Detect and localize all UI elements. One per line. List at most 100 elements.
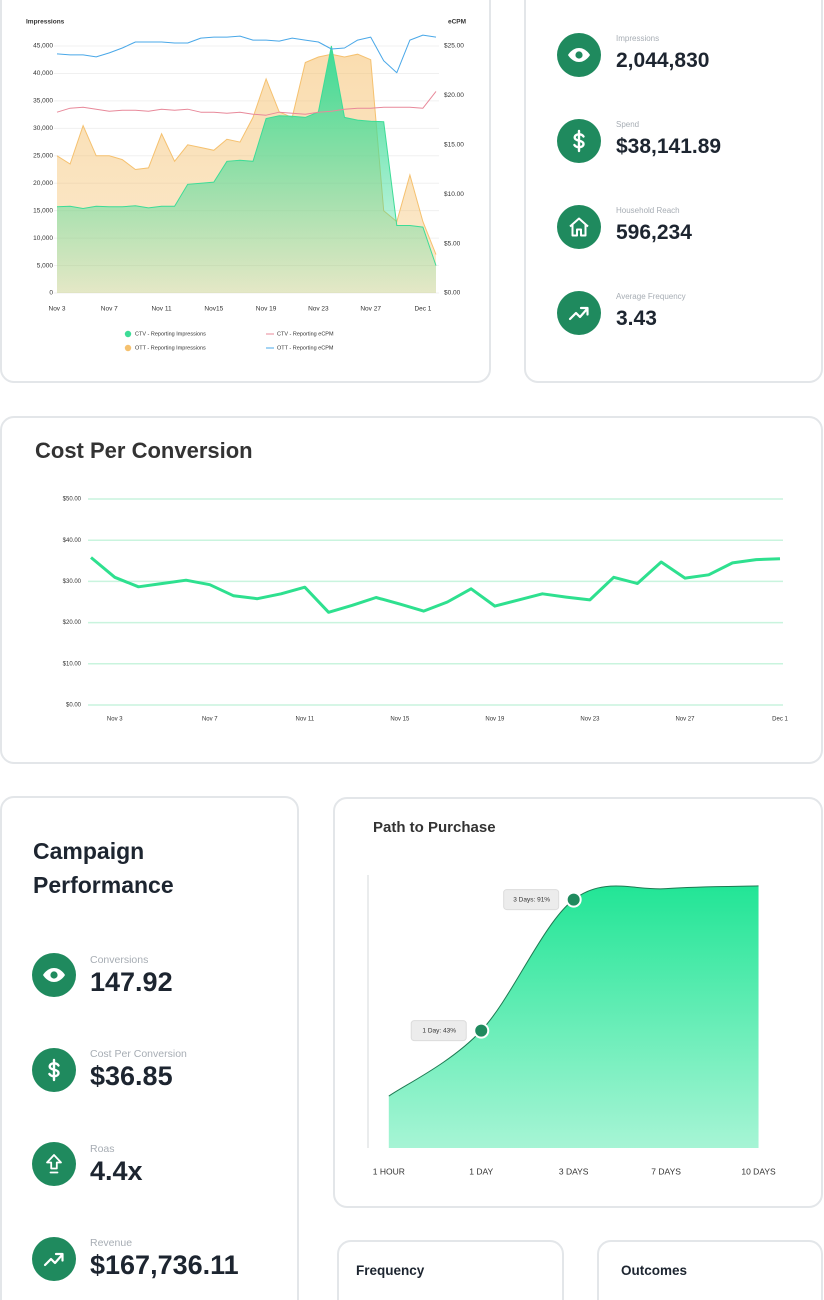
legend-label: CTV - Reporting Impressions: [135, 331, 206, 337]
legend-marker: [124, 344, 132, 352]
y-tick-label: 30,000: [33, 125, 53, 132]
x-tick-label: Nov 23: [308, 306, 329, 313]
x-tick-label: Nov 11: [151, 306, 171, 313]
x-tick-label: Nov 3: [107, 717, 123, 723]
x-tick-label: 1 HOUR: [373, 1166, 405, 1176]
y-tick-label: 0: [49, 290, 53, 297]
kpi-value: $167,736.11: [90, 1250, 239, 1280]
kpi-value: $36.85: [90, 1061, 173, 1091]
line: [56, 91, 437, 116]
trend-icon: [32, 1237, 76, 1281]
y2-tick-label: $5.00: [444, 240, 461, 247]
y-tick-label: 40,000: [33, 70, 53, 77]
kpi-label: Spend: [616, 120, 640, 129]
kpi-value: 596,234: [616, 221, 692, 244]
kpi-label: Conversions: [90, 954, 149, 966]
dollar-icon: [557, 119, 601, 163]
eye-icon: [32, 953, 76, 997]
kpi-value: 147.92: [90, 967, 173, 997]
kpi-value: $38,141.89: [616, 135, 722, 158]
y2-tick-label: $0.00: [444, 290, 461, 297]
y-tick-label: 35,000: [33, 98, 53, 105]
area: [57, 46, 436, 293]
area: [388, 885, 759, 1148]
area-line: [56, 53, 437, 255]
kpi-label: Impressions: [616, 34, 660, 43]
x-tick-label: Dec 1: [414, 306, 431, 313]
x-tick-label: 3 DAYS: [559, 1166, 589, 1176]
card-title: Outcomes: [621, 1263, 688, 1278]
legend-marker: [124, 330, 132, 338]
legend-label: OTT - Reporting Impressions: [135, 345, 206, 351]
legend-label: CTV - Reporting eCPM: [277, 331, 334, 337]
line: [90, 556, 781, 614]
y-tick-label: $30.00: [63, 579, 82, 585]
y-axis-title: Impressions: [26, 19, 65, 26]
y-tick-label: 15,000: [33, 207, 53, 214]
arrow-up-icon: [32, 1142, 76, 1186]
x-tick-label: Nov 7: [101, 306, 118, 313]
card-title: Frequency: [356, 1263, 425, 1278]
x-tick-label: Nov 27: [675, 717, 695, 723]
trend-icon: [557, 291, 601, 335]
annotation-box: [410, 1020, 467, 1042]
kpi-label: Average Frequency: [616, 292, 686, 301]
x-tick-label: Nov 7: [202, 717, 218, 723]
y-tick-label: $40.00: [63, 538, 82, 544]
y-tick-label: 10,000: [33, 235, 53, 242]
kpi-label: Revenue: [90, 1237, 133, 1249]
y-tick-label: $10.00: [63, 661, 82, 667]
outcomes-card: [597, 1240, 823, 1300]
x-tick-label: Nov15: [204, 306, 223, 313]
frequency-card: [337, 1240, 564, 1300]
x-tick-label: Nov 3: [49, 306, 66, 313]
kpi-label: Cost Per Conversion: [90, 1048, 187, 1060]
y2-tick-label: $10.00: [444, 191, 464, 198]
annotation-box: [503, 889, 560, 911]
x-tick-label: Nov 27: [360, 306, 381, 313]
x-tick-label: Nov 11: [296, 717, 315, 723]
point: [473, 1022, 490, 1039]
x-tick-label: Nov 23: [580, 717, 600, 723]
x-tick-label: 10 DAYS: [741, 1166, 776, 1176]
kpi-label: Roas: [90, 1143, 115, 1155]
card-title: Campaign Performance: [33, 838, 174, 898]
kpi-label: Household Reach: [616, 206, 680, 215]
y-tick-label: 20,000: [33, 180, 53, 187]
line: [56, 34, 437, 74]
chart-title: Cost Per Conversion: [35, 438, 253, 463]
x-tick-label: Dec 1: [772, 717, 788, 723]
y2-axis-title: eCPM: [448, 19, 466, 26]
area-line: [56, 45, 437, 266]
chart-title: Path to Purchase: [373, 819, 496, 836]
annotation: 3 Days: 91%: [513, 896, 550, 903]
house-icon: [557, 205, 601, 249]
y-tick-label: 45,000: [33, 43, 53, 50]
kpi-value: 3.43: [616, 307, 657, 330]
x-tick-label: Nov 19: [485, 717, 505, 723]
y2-tick-label: $15.00: [444, 142, 464, 149]
dollar-icon: [32, 1048, 76, 1092]
cost-per-conversion-card: [0, 416, 823, 764]
legend-label: OTT - Reporting eCPM: [277, 345, 334, 351]
x-tick-label: Nov 15: [390, 717, 410, 723]
y-tick-label: $20.00: [63, 620, 82, 626]
x-tick-label: 1 DAY: [469, 1166, 493, 1176]
eye-icon: [557, 33, 601, 77]
y2-tick-label: $25.00: [444, 43, 464, 50]
kpi-value: 2,044,830: [616, 49, 710, 72]
kpi-value: 4.4x: [90, 1156, 143, 1186]
y2-tick-label: $20.00: [444, 92, 464, 99]
y-tick-label: $0.00: [66, 703, 82, 709]
x-tick-label: 7 DAYS: [651, 1166, 681, 1176]
annotation: 1 Day: 43%: [422, 1027, 456, 1034]
y-tick-label: $50.00: [63, 497, 82, 503]
y-tick-label: 5,000: [37, 262, 54, 269]
point: [565, 891, 582, 908]
y-tick-label: 25,000: [33, 152, 53, 159]
x-tick-label: Nov 19: [256, 306, 277, 313]
